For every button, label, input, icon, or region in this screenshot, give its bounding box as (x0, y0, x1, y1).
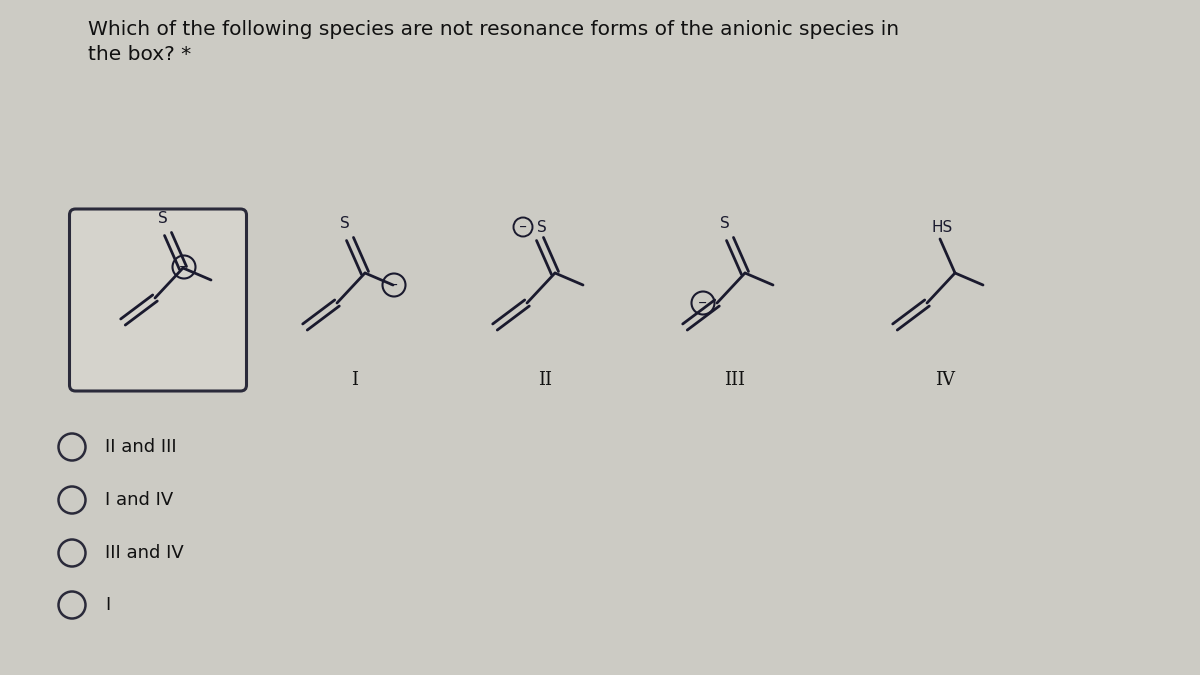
Text: I and IV: I and IV (106, 491, 173, 509)
Text: I: I (106, 596, 110, 614)
Text: I: I (352, 371, 359, 389)
Text: −: − (179, 261, 188, 271)
Text: −: − (518, 221, 527, 232)
Text: III and IV: III and IV (106, 544, 184, 562)
Text: II and III: II and III (106, 438, 176, 456)
Text: HS: HS (931, 219, 953, 234)
Text: −: − (698, 298, 708, 308)
Text: II: II (538, 371, 552, 389)
Text: S: S (538, 219, 547, 234)
Text: Which of the following species are not resonance forms of the anionic species in: Which of the following species are not r… (88, 20, 899, 64)
Text: S: S (720, 216, 730, 231)
Text: S: S (340, 216, 350, 231)
FancyBboxPatch shape (70, 209, 246, 391)
Text: −: − (389, 279, 398, 290)
Text: IV: IV (935, 371, 955, 389)
Text: S: S (158, 211, 168, 226)
Text: III: III (725, 371, 745, 389)
